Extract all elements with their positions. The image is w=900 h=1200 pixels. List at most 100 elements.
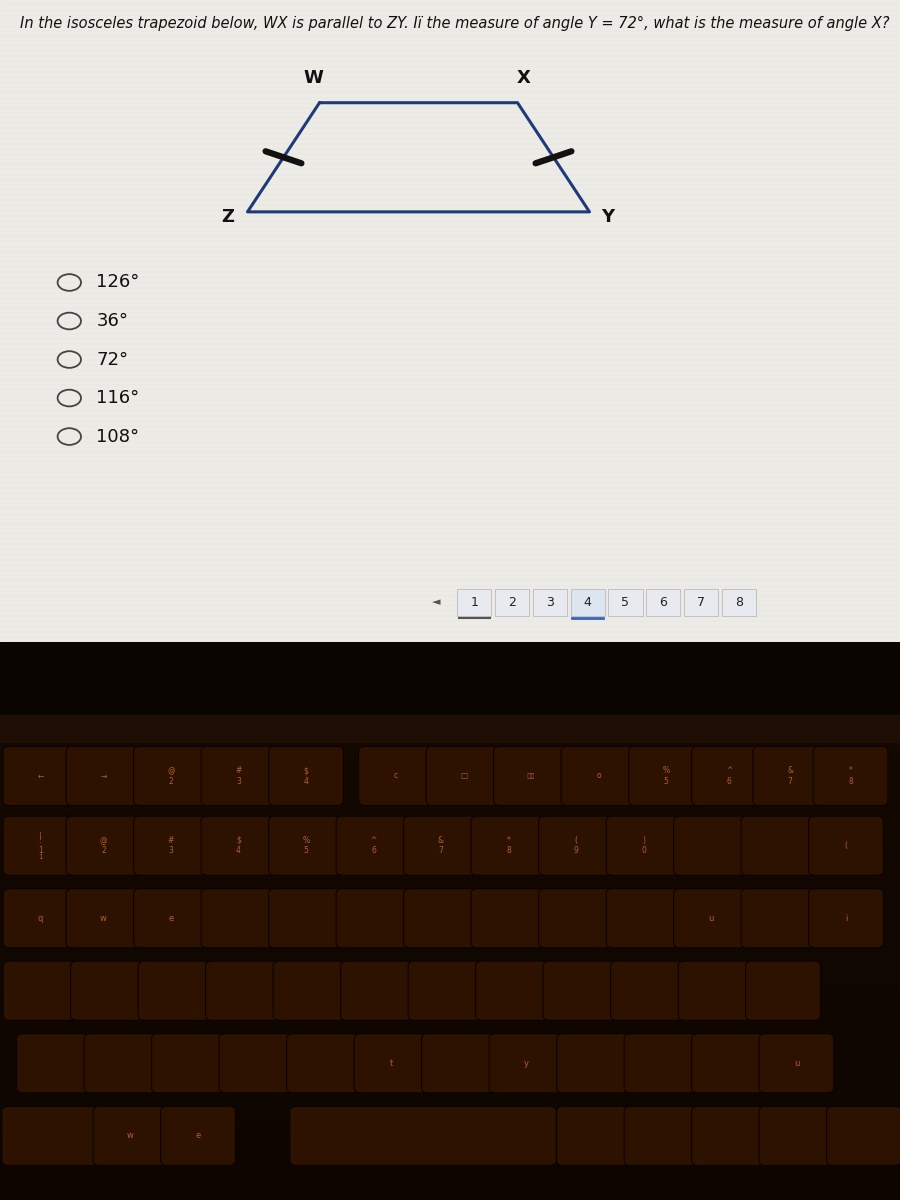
Text: (: (	[844, 841, 848, 850]
FancyBboxPatch shape	[673, 816, 749, 875]
FancyBboxPatch shape	[358, 746, 434, 805]
Bar	[0, 888, 900, 899]
FancyBboxPatch shape	[85, 1033, 158, 1093]
Bar	[0, 731, 900, 743]
FancyBboxPatch shape	[760, 1106, 833, 1165]
Bar	[0, 653, 900, 665]
FancyBboxPatch shape	[2, 1106, 97, 1165]
FancyBboxPatch shape	[742, 816, 815, 875]
Text: 4: 4	[584, 595, 591, 608]
Bar	[571, 589, 605, 616]
Text: W: W	[303, 68, 323, 86]
Bar	[0, 1088, 900, 1099]
Text: X: X	[517, 68, 531, 86]
Bar	[0, 876, 900, 888]
Bar	[0, 642, 900, 714]
Bar	[0, 676, 900, 686]
Text: i: i	[845, 913, 847, 923]
FancyBboxPatch shape	[268, 816, 344, 875]
FancyBboxPatch shape	[274, 961, 347, 1020]
Text: @
2: @ 2	[100, 836, 107, 856]
FancyBboxPatch shape	[403, 816, 479, 875]
FancyBboxPatch shape	[268, 746, 344, 805]
Bar	[0, 1166, 900, 1177]
Text: 126°: 126°	[96, 274, 140, 292]
Bar	[0, 1099, 900, 1111]
Text: 108°: 108°	[96, 427, 140, 445]
Bar	[0, 832, 900, 842]
FancyBboxPatch shape	[290, 1106, 556, 1165]
Text: Y: Y	[601, 208, 615, 226]
Bar	[0, 642, 900, 653]
Text: #
3: # 3	[235, 767, 242, 786]
FancyBboxPatch shape	[808, 889, 883, 948]
Text: %
5: % 5	[302, 836, 310, 856]
Bar	[0, 714, 900, 743]
FancyBboxPatch shape	[340, 961, 415, 1020]
FancyBboxPatch shape	[493, 746, 569, 805]
Bar	[0, 1111, 900, 1122]
FancyBboxPatch shape	[476, 961, 551, 1020]
Text: ◄: ◄	[432, 598, 441, 607]
Bar	[0, 932, 900, 943]
Text: o: o	[596, 772, 601, 780]
Bar	[0, 665, 900, 676]
Bar	[0, 1000, 900, 1010]
Bar	[0, 988, 900, 1000]
Bar	[0, 697, 900, 709]
Bar	[0, 922, 900, 932]
Bar	[571, 589, 605, 616]
Text: &
7: & 7	[438, 836, 444, 856]
Bar	[0, 809, 900, 821]
Bar	[0, 1055, 900, 1066]
Bar	[533, 589, 567, 616]
Text: !: !	[39, 832, 42, 838]
Bar	[495, 589, 529, 616]
FancyBboxPatch shape	[151, 1033, 227, 1093]
Bar	[0, 709, 900, 720]
Bar	[0, 1133, 900, 1145]
Bar	[0, 842, 900, 854]
Text: 6: 6	[660, 595, 667, 608]
Bar	[533, 589, 567, 616]
FancyBboxPatch shape	[814, 746, 887, 805]
FancyBboxPatch shape	[679, 961, 752, 1020]
FancyBboxPatch shape	[205, 961, 280, 1020]
FancyBboxPatch shape	[673, 889, 749, 948]
Bar	[0, 954, 900, 966]
Text: 8: 8	[735, 595, 742, 608]
FancyBboxPatch shape	[543, 961, 617, 1020]
FancyBboxPatch shape	[692, 1033, 767, 1093]
Text: &
7: & 7	[788, 767, 793, 786]
Text: ▯▯: ▯▯	[526, 772, 536, 780]
FancyBboxPatch shape	[607, 889, 680, 948]
Bar	[495, 589, 529, 616]
FancyBboxPatch shape	[3, 816, 77, 875]
Text: □: □	[460, 772, 467, 780]
Bar	[0, 1177, 900, 1189]
Text: e: e	[168, 913, 174, 923]
FancyBboxPatch shape	[133, 816, 208, 875]
FancyBboxPatch shape	[67, 889, 141, 948]
Bar	[0, 1044, 900, 1055]
FancyBboxPatch shape	[133, 746, 208, 805]
Bar	[0, 865, 900, 876]
Text: w: w	[127, 1132, 134, 1140]
Text: 5: 5	[622, 595, 629, 608]
Text: )
0: ) 0	[641, 836, 646, 856]
FancyBboxPatch shape	[67, 816, 141, 875]
FancyBboxPatch shape	[427, 746, 500, 805]
Bar	[0, 798, 900, 809]
Text: ←: ←	[37, 772, 44, 780]
Text: !
1: ! 1	[38, 836, 43, 856]
Text: t: t	[390, 1058, 393, 1068]
Text: 2: 2	[508, 595, 516, 608]
Bar	[0, 910, 900, 922]
Text: In the isosceles trapezoid below, WX is parallel to ZY. Iï the measure of angle : In the isosceles trapezoid below, WX is …	[20, 16, 889, 31]
Bar	[0, 764, 900, 776]
Text: *
8: * 8	[506, 836, 511, 856]
Bar	[646, 589, 680, 616]
Bar	[684, 589, 718, 616]
Text: e: e	[195, 1132, 201, 1140]
FancyBboxPatch shape	[403, 889, 479, 948]
